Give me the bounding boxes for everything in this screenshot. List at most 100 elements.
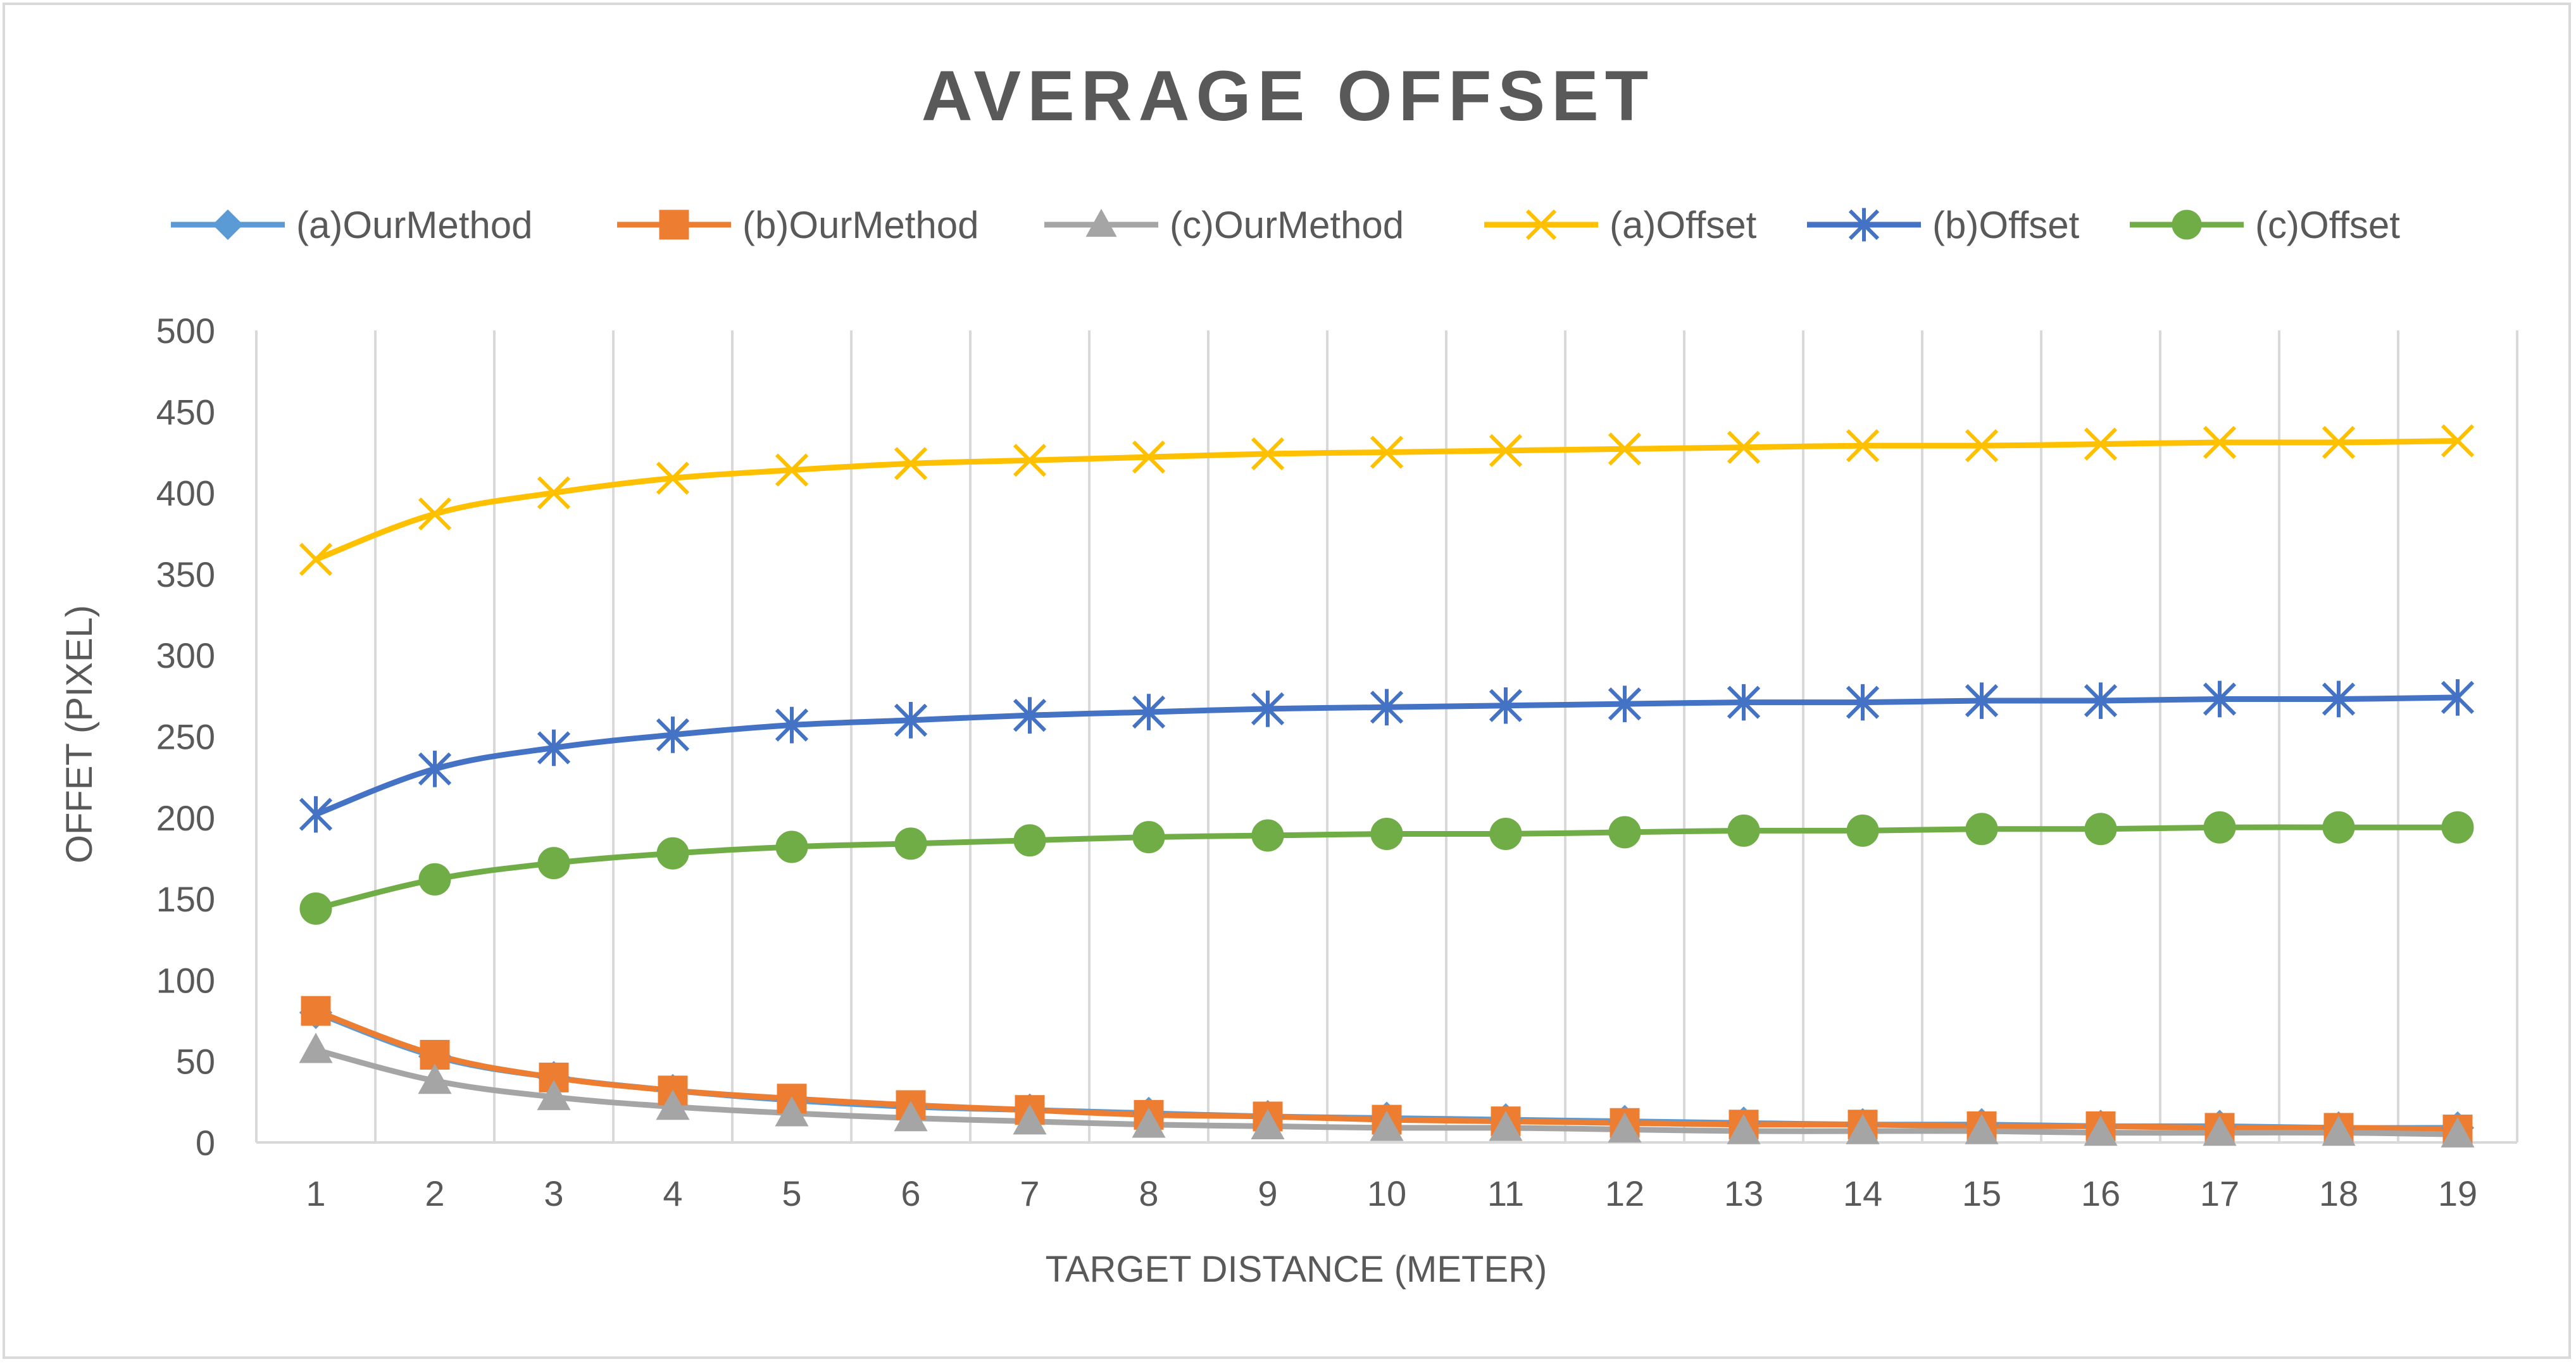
y-tick-label: 0 [196,1123,215,1163]
marker-3-13 [1727,1113,1761,1144]
y-tick-label: 450 [156,392,215,432]
legend-entry-5: (b)Offset [1807,204,2080,246]
marker-legend-3 [1085,208,1117,237]
marker-6-13 [1727,814,1760,847]
y-axis-title: OFFET (PIXEL) [59,605,100,863]
marker-6-3 [537,847,570,880]
series-lines [313,437,2461,1137]
marker-legend-5 [1848,208,1880,242]
marker-4-18 [2322,425,2356,460]
legend-label: (b)OurMethod [742,204,979,246]
marker-4-6 [894,447,928,480]
marker-4-19 [2441,424,2475,458]
marker-4-10 [1370,435,1404,469]
marker-6-4 [656,837,689,870]
marker-5-8 [1132,694,1166,730]
marker-3-14 [1846,1113,1880,1144]
x-tick-label: 8 [1139,1173,1158,1213]
marker-3-12 [1608,1112,1642,1143]
marker-6-5 [775,830,808,863]
legend-entry-4: (a)Offset [1484,204,1757,246]
x-tick-label: 19 [2438,1173,2477,1213]
marker-3-3 [537,1080,571,1110]
marker-6-18 [2322,811,2355,844]
legend-entry-6: (c)Offset [2130,204,2400,246]
marker-6-14 [1846,814,1879,847]
marker-5-3 [537,729,571,766]
series-line-4 [313,437,2461,563]
marker-3-4 [656,1089,690,1120]
marker-4-2 [418,497,452,531]
marker-6-16 [2084,813,2117,846]
x-tick-label: 7 [1020,1173,1039,1213]
marker-6-2 [418,863,451,896]
marker-4-5 [775,453,809,487]
x-tick-label: 15 [1962,1173,2001,1213]
y-axis-ticks: 0 50 100 150 200 250 300 350 400 450 500 [156,311,215,1163]
x-tick-label: 9 [1258,1173,1277,1213]
x-axis-ticks: 1 2 3 4 5 6 7 8 9 10 11 12 13 14 15 16 17 18 19 [306,1173,2477,1213]
marker-3-15 [1965,1113,1999,1144]
marker-4-8 [1132,441,1166,474]
y-tick-label: 350 [156,554,215,594]
marker-4-16 [2084,427,2118,461]
marker-4-7 [1013,444,1047,477]
marker-5-10 [1370,689,1404,726]
x-tick-label: 13 [1724,1173,1763,1213]
marker-4-15 [1965,429,1999,463]
y-tick-label: 500 [156,311,215,351]
marker-6-15 [1965,813,1998,846]
legend-entry-2: (b)OurMethod [617,204,979,246]
y-tick-label: 150 [156,879,215,919]
marker-legend-6 [2172,210,2202,240]
x-tick-label: 11 [1487,1173,1524,1213]
marker-5-18 [2322,680,2356,718]
marker-5-2 [418,751,452,787]
marker-4-9 [1251,437,1285,471]
marker-4-12 [1608,432,1642,466]
marker-5-7 [1013,697,1047,734]
marker-3-19 [2441,1117,2475,1148]
marker-3-5 [775,1096,809,1127]
marker-3-17 [2203,1115,2237,1146]
marker-6-7 [1013,824,1046,857]
x-tick-label: 5 [782,1173,801,1213]
marker-5-9 [1251,691,1285,727]
marker-6-9 [1251,819,1284,852]
marker-5-19 [2441,679,2475,716]
x-tick-label: 14 [1843,1173,1882,1213]
marker-6-17 [2203,811,2236,844]
marker-4-13 [1727,430,1761,464]
marker-5-14 [1846,684,1880,721]
x-tick-label: 1 [306,1173,325,1213]
marker-legend-1 [212,209,244,241]
marker-3-6 [894,1101,928,1132]
marker-6-10 [1370,817,1403,850]
x-tick-label: 2 [425,1173,444,1213]
marker-6-19 [2441,811,2474,844]
marker-legend-2 [659,210,689,240]
marker-5-11 [1489,687,1523,724]
x-tick-label: 3 [544,1173,563,1213]
marker-2-1 [301,996,331,1026]
marker-4-14 [1846,429,1880,463]
x-tick-label: 18 [2319,1173,2358,1213]
marker-3-1 [299,1032,333,1063]
y-tick-label: 50 [176,1042,215,1082]
marker-4-17 [2203,425,2237,460]
legend-label: (c)OurMethod [1170,204,1404,246]
marker-5-16 [2084,682,2118,719]
marker-5-4 [656,716,690,753]
chart-title: AVERAGE OFFSET [922,56,1654,135]
marker-4-1 [299,542,333,576]
x-tick-label: 12 [1605,1173,1644,1213]
x-tick-label: 10 [1367,1173,1406,1213]
marker-3-10 [1370,1110,1404,1141]
legend-label: (b)Offset [1932,204,2080,246]
marker-3-7 [1013,1104,1047,1135]
y-tick-label: 300 [156,635,215,675]
y-tick-label: 250 [156,717,215,757]
marker-5-1 [299,796,333,833]
marker-5-12 [1608,685,1642,722]
marker-5-6 [894,702,928,739]
